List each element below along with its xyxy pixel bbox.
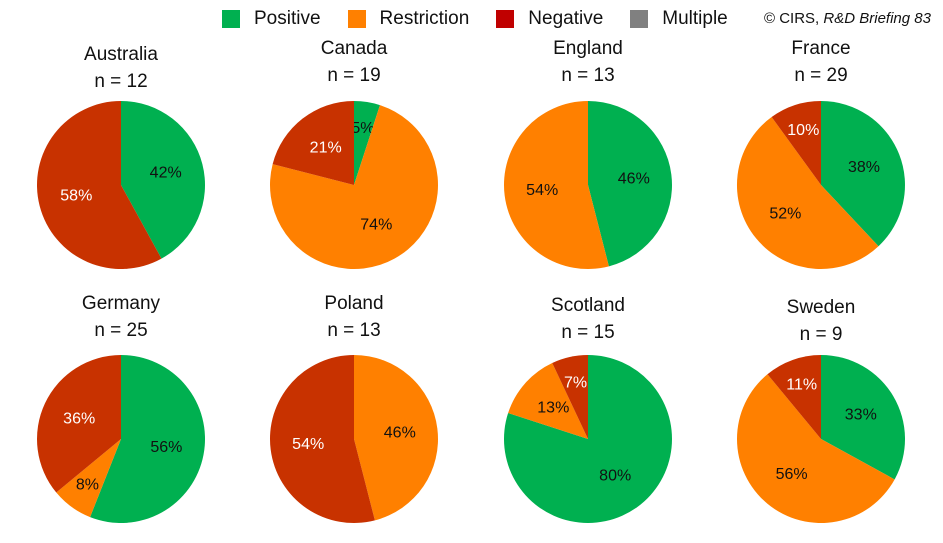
legend-item-multiple: Multiple — [630, 8, 728, 30]
pie-country-poland: Poland — [324, 293, 384, 314]
pie-count-australia: n = 12 — [94, 71, 148, 92]
pie-slice-france-restriction — [736, 117, 879, 270]
data-label-canada-restriction: 74% — [360, 217, 392, 234]
pie-slice-australia-positive — [121, 101, 206, 259]
data-label-sweden-negative: 11% — [786, 377, 817, 394]
pie-title-germany: Germany n = 25 — [21, 290, 221, 344]
pie-country-australia: Australia — [84, 44, 158, 65]
pie-country-scotland: Scotland — [551, 295, 625, 316]
pie-title-australia: Australia n = 12 — [21, 41, 221, 95]
pie-slice-sweden-positive — [821, 355, 906, 480]
pie-count-scotland: n = 15 — [561, 322, 615, 343]
pie-slice-scotland-negative — [552, 355, 588, 439]
pie-count-germany: n = 25 — [94, 320, 148, 341]
pie-title-france: France n = 29 — [721, 35, 921, 89]
pie-count-canada: n = 19 — [327, 65, 381, 86]
data-label-scotland-restriction: 13% — [537, 400, 569, 417]
data-label-australia-positive: 42% — [150, 165, 182, 182]
pie-slice-australia-negative — [37, 101, 162, 269]
legend-label-restriction: Restriction — [379, 8, 470, 29]
pie-slice-canada-positive — [354, 101, 380, 185]
copyright-note: © CIRS, R&D Briefing 83 — [764, 10, 931, 27]
pie-slice-germany-restriction — [56, 439, 121, 518]
data-label-france-positive: 38% — [848, 159, 880, 176]
pie-count-england: n = 13 — [561, 65, 615, 86]
legend-swatch-multiple — [630, 10, 649, 28]
pie-slice-poland-negative — [269, 355, 375, 523]
data-label-sweden-restriction: 56% — [776, 466, 808, 483]
pie-slice-sweden-negative — [767, 355, 821, 439]
legend: Positive Restriction Negative Multiple — [222, 8, 755, 30]
data-label-poland-restriction: 46% — [384, 424, 416, 441]
data-label-sweden-positive: 33% — [845, 407, 877, 424]
copyright-prefix: © CIRS, — [764, 10, 824, 27]
pie-slice-germany-positive — [90, 355, 206, 524]
data-label-poland-negative: 54% — [292, 436, 324, 453]
legend-item-negative: Negative — [496, 8, 603, 30]
pie-slice-england-restriction — [503, 100, 609, 269]
pie-slice-scotland-restriction — [508, 362, 588, 439]
data-label-germany-positive: 56% — [150, 439, 182, 456]
pie-count-sweden: n = 9 — [799, 324, 843, 345]
pie-title-sweden: Sweden n = 9 — [721, 294, 921, 348]
legend-label-multiple: Multiple — [662, 8, 728, 29]
pie-country-sweden: Sweden — [786, 297, 856, 318]
pie-slice-canada-negative — [272, 101, 354, 185]
pie-slice-france-positive — [821, 101, 905, 247]
pie-slice-scotland-positive — [503, 355, 672, 523]
pie-country-canada: Canada — [320, 38, 388, 59]
legend-swatch-positive — [222, 10, 240, 28]
pie-slice-england-positive — [588, 101, 672, 267]
data-label-germany-negative: 36% — [63, 411, 95, 428]
data-label-england-restriction: 54% — [526, 182, 558, 199]
data-label-germany-restriction: 8% — [76, 476, 99, 493]
pie-slice-germany-negative — [37, 355, 121, 493]
data-label-england-positive: 46% — [618, 170, 650, 187]
data-label-canada-positive: 5% — [351, 120, 374, 137]
pie-slice-poland-restriction — [354, 355, 438, 521]
data-label-australia-negative: 58% — [60, 188, 92, 205]
pie-title-poland: Poland n = 13 — [254, 290, 454, 344]
data-label-scotland-positive: 80% — [599, 468, 631, 485]
legend-item-positive: Positive — [222, 8, 321, 30]
legend-swatch-negative — [496, 10, 515, 28]
data-label-scotland-negative: 7% — [564, 375, 587, 392]
data-label-canada-negative: 21% — [310, 140, 342, 157]
pie-count-france: n = 29 — [794, 65, 848, 86]
copyright-source: R&D Briefing 83 — [823, 10, 931, 27]
legend-swatch-restriction — [347, 10, 366, 28]
pie-title-scotland: Scotland n = 15 — [488, 292, 688, 346]
data-label-france-negative: 10% — [787, 122, 819, 139]
data-label-france-restriction: 52% — [769, 206, 801, 223]
legend-item-restriction: Restriction — [347, 8, 470, 30]
pie-country-france: France — [791, 38, 851, 59]
pie-title-canada: Canada n = 19 — [254, 35, 454, 89]
pie-count-poland: n = 13 — [327, 320, 381, 341]
pie-country-england: England — [553, 38, 623, 59]
pie-slice-canada-restriction — [270, 105, 439, 269]
pie-country-germany: Germany — [81, 293, 161, 314]
pie-slice-sweden-restriction — [736, 374, 895, 524]
legend-label-negative: Negative — [528, 8, 604, 29]
legend-label-positive: Positive — [254, 8, 321, 29]
pie-slice-france-negative — [771, 101, 821, 185]
pie-title-england: England n = 13 — [488, 35, 688, 89]
